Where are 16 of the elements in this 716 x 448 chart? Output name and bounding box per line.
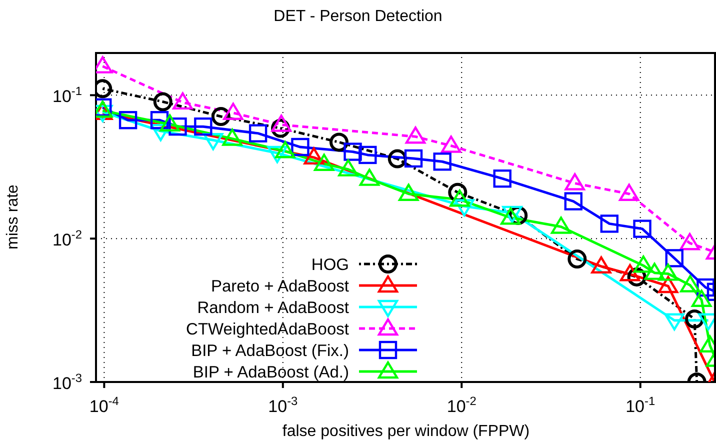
- x-tick-label: 10$^{-3}$: [268, 394, 298, 416]
- x-tick-label: 10$^{-2}$: [446, 394, 477, 416]
- y-tick-label: 10$^{-3}$: [52, 371, 82, 393]
- y-tick-label: 10$^{-1}$: [52, 84, 82, 106]
- x-tick-label: 10$^{-1}$: [626, 394, 656, 416]
- chart-title: DET - Person Detection: [272, 8, 444, 26]
- x-tick-label: 10$^{-4}$: [89, 394, 120, 416]
- y-tick-label: 10$^{-2}$: [52, 228, 82, 250]
- legend-label: BIP + AdaBoost (Fix.): [191, 342, 349, 360]
- y-axis-title: miss rate: [4, 184, 22, 250]
- legend-label: Pareto + AdaBoost: [210, 278, 350, 296]
- legend-label: Random + AdaBoost: [197, 299, 350, 317]
- legend-label: CTWeightedAdaBoost: [186, 320, 350, 338]
- legend-label: BIP + AdaBoost (Ad.): [192, 364, 349, 382]
- legend-label: HOG: [311, 256, 349, 274]
- x-axis-title: false positives per window (FPPW): [282, 423, 530, 440]
